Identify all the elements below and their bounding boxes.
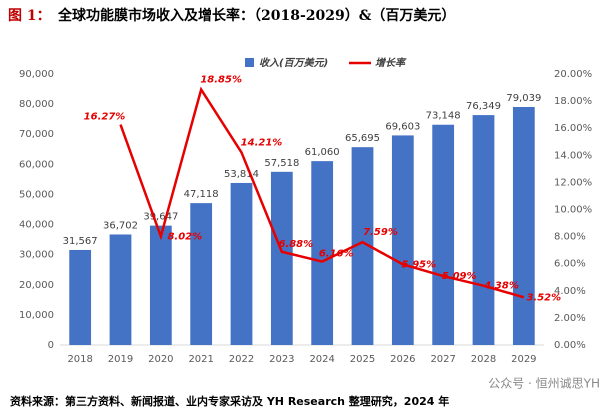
legend-label: 收入(百万美元)	[259, 57, 328, 69]
line-label: 6.16%	[319, 249, 354, 260]
bar	[109, 234, 132, 345]
bar-label: 79,039	[506, 93, 541, 104]
y2-tick-label: 8.00%	[554, 232, 586, 243]
y2-tick-label: 14.00%	[554, 150, 592, 161]
source: 资料来源：第三方资料、新闻报道、业内专家采访及 YH Research 整理研究…	[10, 394, 449, 408]
x-tick-label: 2023	[269, 354, 294, 365]
bar	[149, 225, 172, 345]
title-prefix: 图 1：	[8, 8, 51, 24]
y2-tick-label: 10.00%	[554, 205, 592, 216]
line-label: 5.09%	[442, 271, 477, 282]
bar-label: 57,518	[264, 158, 299, 169]
line	[119, 86, 525, 299]
line-label: 3.52%	[526, 292, 561, 303]
bar	[391, 135, 414, 345]
bar	[311, 161, 334, 345]
x-tick-label: 2021	[188, 354, 213, 365]
y-tick-label: 60,000	[19, 159, 54, 170]
x-tick-label: 2018	[67, 354, 92, 365]
line-label: 6.88%	[278, 239, 313, 250]
y-tick-label: 10,000	[19, 310, 54, 321]
bar-label: 53,814	[224, 169, 259, 180]
bar	[270, 171, 293, 345]
bar	[432, 124, 455, 345]
y-tick-label: 40,000	[19, 220, 54, 231]
y-tick-label: 80,000	[19, 99, 54, 110]
legend-swatch	[245, 58, 254, 67]
y2-tick-label: 0.00%	[554, 340, 586, 351]
bar	[351, 147, 374, 345]
bar	[69, 249, 92, 345]
bar-label: 36,702	[103, 220, 138, 231]
line-label: 5.95%	[401, 259, 436, 270]
watermark: 公众号 · 恒州诚思YH	[488, 377, 600, 391]
line-label: 8.02%	[167, 231, 202, 242]
x-tick-label: 2019	[108, 354, 133, 365]
bar-label: 31,567	[63, 236, 98, 247]
bar-label: 69,603	[385, 121, 420, 132]
y-tick-label: 90,000	[19, 69, 54, 80]
y2-tick-label: 4.00%	[554, 286, 586, 297]
line-label: 16.27%	[84, 112, 126, 123]
bar-label: 65,695	[345, 133, 380, 144]
x-tick-label: 2029	[511, 354, 536, 365]
x-tick-label: 2027	[430, 354, 455, 365]
x-tick-label: 2025	[350, 354, 375, 365]
y-tick-label: 0	[48, 340, 54, 351]
y2-tick-label: 6.00%	[554, 259, 586, 270]
line-label: 7.59%	[363, 227, 398, 238]
bar	[230, 182, 253, 345]
line-label: 18.85%	[200, 75, 242, 86]
y2-tick-label: 12.00%	[554, 177, 592, 188]
y-tick-label: 70,000	[19, 129, 54, 140]
y2-tick-label: 20.00%	[554, 69, 592, 80]
bar	[472, 115, 495, 345]
bar-label: 61,060	[305, 147, 340, 158]
chart-title: 全球功能膜市场收入及增长率：（2018-2029）&（百万美元）	[57, 7, 455, 24]
x-tick-label: 2028	[471, 354, 496, 365]
bar-label: 73,148	[426, 111, 461, 122]
y-tick-label: 30,000	[19, 250, 54, 261]
bar-label: 76,349	[466, 101, 501, 112]
y-tick-label: 50,000	[19, 189, 54, 200]
line-label: 14.21%	[241, 137, 283, 148]
y2-tick-label: 16.00%	[554, 123, 592, 134]
legend-label: 增长率	[375, 57, 407, 69]
bar-label: 47,118	[184, 189, 219, 200]
x-tick-label: 2026	[390, 354, 415, 365]
y-tick-label: 20,000	[19, 280, 54, 291]
bar-label: 39,647	[143, 212, 178, 223]
y2-tick-label: 18.00%	[554, 96, 592, 107]
x-tick-label: 2022	[229, 354, 254, 365]
bar	[512, 107, 535, 345]
x-tick-label: 2020	[148, 354, 173, 365]
bar	[190, 203, 213, 345]
line-label: 4.38%	[483, 281, 519, 292]
y2-tick-label: 2.00%	[554, 313, 586, 324]
x-tick-label: 2024	[309, 354, 334, 365]
